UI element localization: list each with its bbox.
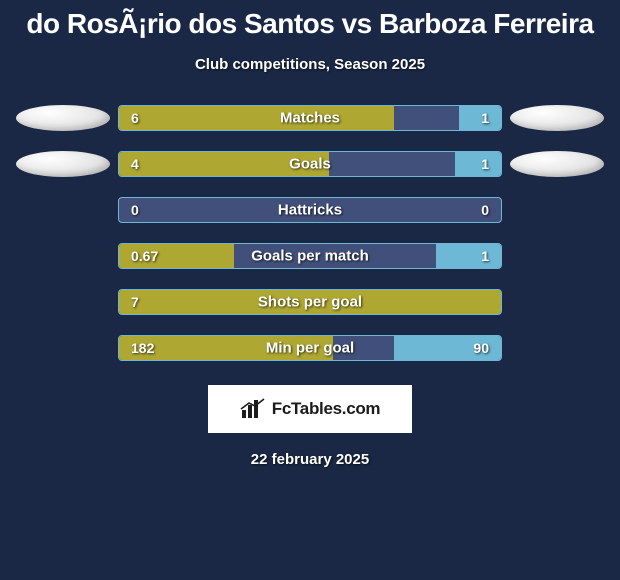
player-avatar-left (16, 105, 110, 131)
stat-row: Goals per match0.671 (8, 243, 612, 269)
logo-box[interactable]: FcTables.com (208, 385, 412, 433)
avatar-slot-left (8, 105, 118, 131)
stat-bar: Shots per goal7 (118, 289, 502, 315)
subtitle: Club competitions, Season 2025 (0, 56, 620, 73)
avatar-slot-left (8, 151, 118, 177)
player-avatar-left (16, 151, 110, 177)
stat-bar: Goals per match0.671 (118, 243, 502, 269)
stat-label: Hattricks (119, 202, 501, 219)
stat-value-left: 0 (131, 202, 139, 218)
stat-row: Goals41 (8, 151, 612, 177)
avatar-slot-right (502, 151, 612, 177)
chart-icon (240, 398, 266, 420)
avatar-slot-right (502, 105, 612, 131)
stat-row: Hattricks0 0 (8, 197, 612, 223)
stats-container: Matches61 Goals41 Hattricks0 0 Goals per mat… (0, 105, 620, 361)
player-avatar-right (510, 105, 604, 131)
logo-text: FcTables.com (272, 399, 381, 419)
stat-bar: Hattricks0 0 (118, 197, 502, 223)
page-title: do RosÃ¡rio dos Santos vs Barboza Ferrei… (0, 0, 620, 40)
bar-fill-right (455, 152, 501, 176)
stat-row: Shots per goal7 (8, 289, 612, 315)
bar-fill-left (119, 290, 501, 314)
bar-fill-left (119, 244, 234, 268)
player-avatar-right (510, 151, 604, 177)
bar-fill-left (119, 106, 394, 130)
stat-bar: Min per goal18290 (118, 335, 502, 361)
bar-fill-right (394, 336, 501, 360)
stat-row: Matches61 (8, 105, 612, 131)
stat-row: Min per goal18290 (8, 335, 612, 361)
stat-bar: Matches61 (118, 105, 502, 131)
bar-fill-right (436, 244, 501, 268)
stat-value-right: 0 (481, 202, 489, 218)
bar-fill-left (119, 336, 333, 360)
bar-fill-left (119, 152, 329, 176)
date-text: 22 february 2025 (0, 451, 620, 468)
bar-fill-right (459, 106, 501, 130)
stat-bar: Goals41 (118, 151, 502, 177)
